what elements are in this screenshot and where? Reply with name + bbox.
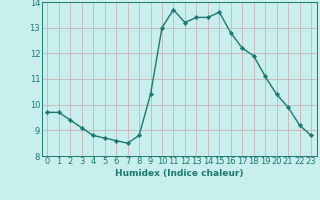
X-axis label: Humidex (Indice chaleur): Humidex (Indice chaleur) <box>115 169 244 178</box>
